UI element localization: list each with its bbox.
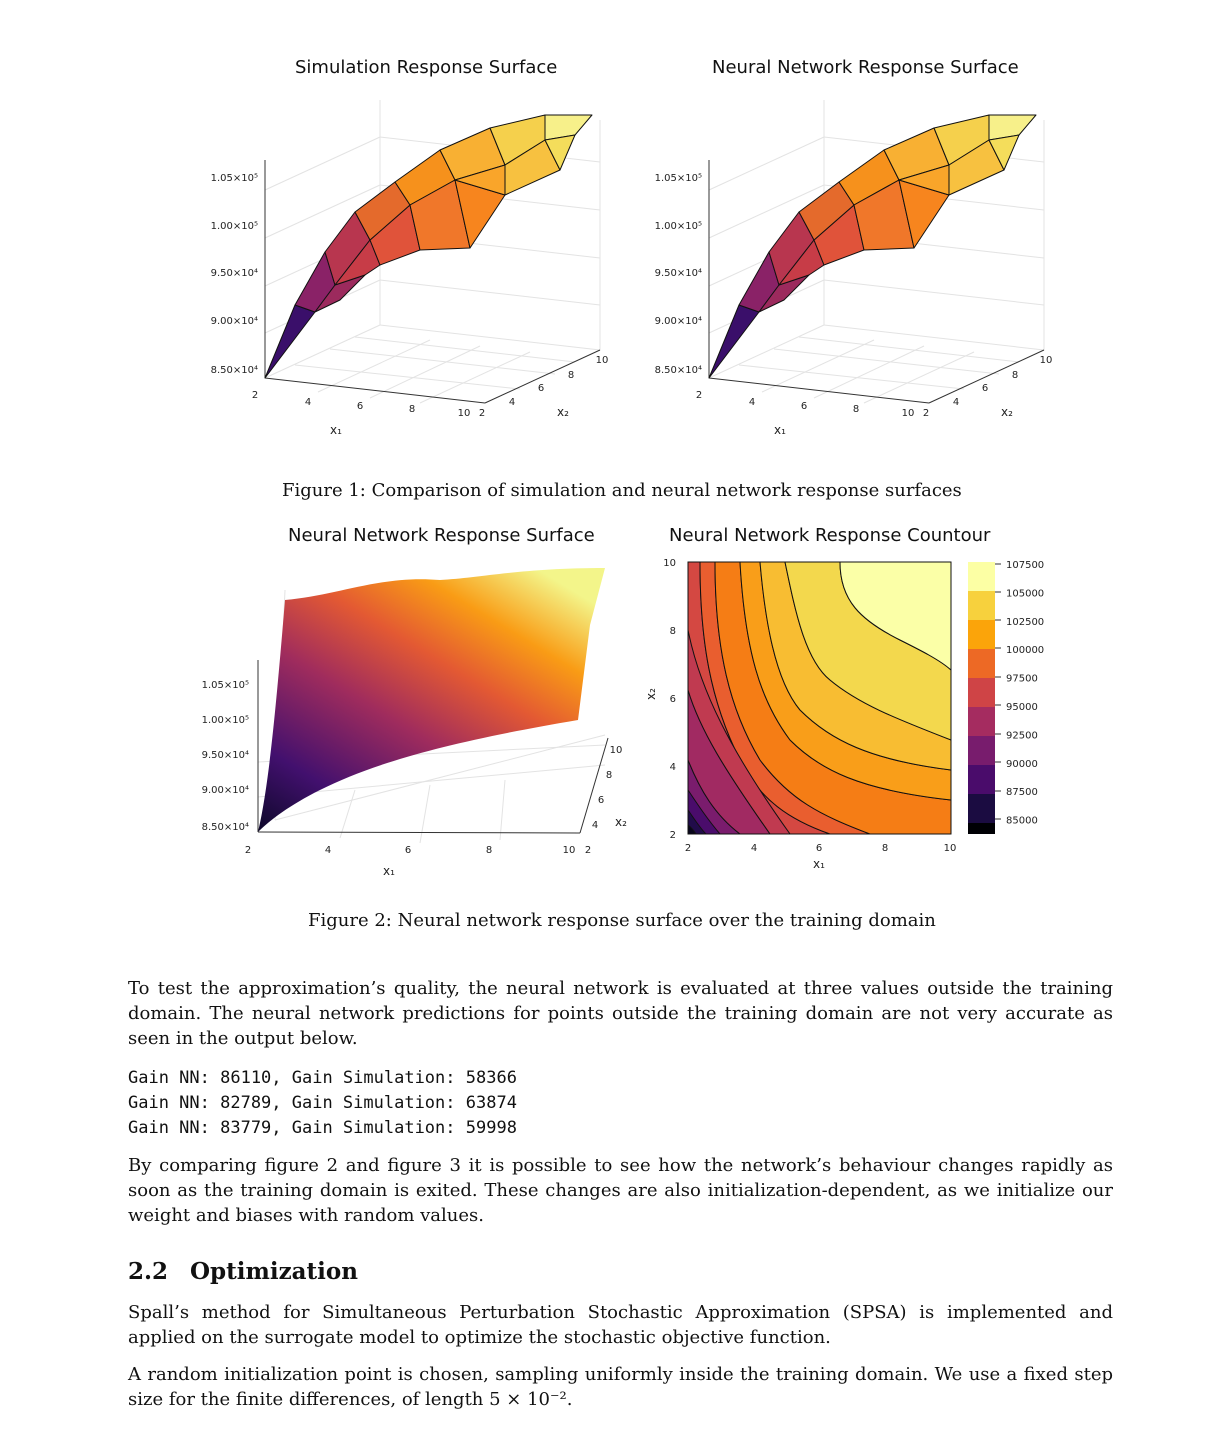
figures-canvas: 1.05×10⁵ 1.00×10⁵ 9.50×10⁴ 9.00×10⁴ 8.50…: [202, 100, 1053, 878]
svg-text:x₂: x₂: [615, 815, 627, 829]
colorbar-tick-label: 105000: [1006, 588, 1044, 599]
svg-text:8: 8: [486, 845, 492, 856]
fig1-left-title: Simulation Response Surface: [295, 57, 558, 78]
svg-text:1.05×10⁵: 1.05×10⁵: [211, 173, 258, 184]
fig2-right-title: Neural Network Response Countour: [669, 525, 991, 546]
svg-text:6: 6: [405, 845, 411, 856]
paragraph-spsa: Spall’s method for Simultaneous Perturba…: [128, 1302, 1113, 1348]
colorbar-tick-label: 87500: [1006, 787, 1038, 798]
fig2-left-title: Neural Network Response Surface: [288, 525, 595, 546]
section-number: 2.2: [128, 1258, 169, 1285]
svg-text:8.50×10⁴: 8.50×10⁴: [211, 365, 258, 376]
fig1-right-plot: 1.05×10⁵ 1.00×10⁵ 9.50×10⁴ 9.00×10⁴ 8.50…: [655, 100, 1053, 437]
svg-text:1.00×10⁵: 1.00×10⁵: [655, 221, 702, 232]
code-line-1: Gain NN: 86110, Gain Simulation: 58366: [128, 1068, 517, 1088]
svg-text:8: 8: [853, 404, 859, 415]
fig1-right-title: Neural Network Response Surface: [712, 57, 1019, 78]
svg-text:8.50×10⁴: 8.50×10⁴: [655, 365, 702, 376]
svg-text:4: 4: [592, 820, 598, 831]
svg-text:2: 2: [585, 845, 591, 856]
svg-text:6: 6: [670, 694, 676, 705]
colorbar-tick-label: 85000: [1006, 816, 1038, 827]
svg-text:8: 8: [1012, 370, 1018, 381]
svg-text:x₁: x₁: [813, 857, 825, 871]
svg-text:x₁: x₁: [330, 423, 342, 437]
svg-text:8: 8: [606, 770, 612, 781]
svg-text:9.00×10⁴: 9.00×10⁴: [211, 316, 258, 327]
svg-text:2: 2: [252, 390, 258, 401]
svg-text:6: 6: [598, 795, 604, 806]
code-line-2: Gain NN: 82789, Gain Simulation: 63874: [128, 1093, 517, 1113]
svg-text:8: 8: [670, 626, 676, 637]
svg-text:6: 6: [982, 383, 988, 394]
colorbar-tick-label: 95000: [1006, 702, 1038, 713]
svg-text:6: 6: [357, 401, 363, 412]
svg-text:10: 10: [902, 408, 915, 419]
svg-text:2: 2: [923, 408, 929, 419]
svg-text:4: 4: [509, 397, 515, 408]
colorbar-tick-label: 100000: [1006, 645, 1044, 656]
figure2-caption: Figure 2: Neural network response surfac…: [308, 910, 936, 931]
svg-text:x₂: x₂: [644, 688, 658, 700]
svg-text:9.00×10⁴: 9.00×10⁴: [202, 785, 249, 796]
svg-text:9.50×10⁴: 9.50×10⁴: [202, 750, 249, 761]
svg-text:2: 2: [685, 843, 691, 854]
svg-text:8: 8: [568, 370, 574, 381]
svg-text:x₂: x₂: [1001, 405, 1013, 419]
svg-text:4: 4: [749, 397, 755, 408]
svg-text:1.05×10⁵: 1.05×10⁵: [202, 680, 249, 691]
fig2-left-plot: 1.05×10⁵ 1.00×10⁵ 9.50×10⁴ 9.00×10⁴ 8.50…: [202, 568, 627, 878]
svg-text:2: 2: [696, 390, 702, 401]
svg-text:10: 10: [1040, 355, 1053, 366]
svg-text:x₂: x₂: [557, 405, 569, 419]
colorbar-tick-label: 102500: [1006, 617, 1044, 628]
section-heading: 2.2 Optimization: [128, 1258, 358, 1285]
svg-text:10: 10: [458, 408, 471, 419]
svg-text:4: 4: [670, 762, 676, 773]
colorbar-tick-label: 97500: [1006, 674, 1038, 685]
contour-colorbar: 107500 105000 102500 100000 97500 95000 92500 9…: [968, 560, 1044, 834]
section-title: Optimization: [190, 1258, 358, 1285]
svg-text:2: 2: [479, 408, 485, 419]
svg-text:10: 10: [944, 843, 957, 854]
svg-text:1.00×10⁵: 1.00×10⁵: [211, 221, 258, 232]
paragraph-initialization: A random initialization point is chosen,…: [128, 1364, 1113, 1410]
paragraph-comparison: By comparing figure 2 and figure 3 it is…: [128, 1155, 1113, 1226]
fig2-right-plot: 10 8 6 4 2 2 4 6 8 10 x₁ x₂: [644, 558, 956, 871]
colorbar-tick-label: 107500: [1006, 560, 1044, 571]
code-line-3: Gain NN: 83779, Gain Simulation: 59998: [128, 1118, 517, 1138]
svg-text:1.00×10⁵: 1.00×10⁵: [202, 715, 249, 726]
svg-text:6: 6: [816, 843, 822, 854]
svg-text:2: 2: [245, 845, 251, 856]
svg-text:4: 4: [751, 843, 757, 854]
svg-text:10: 10: [610, 745, 623, 756]
svg-text:10: 10: [563, 845, 576, 856]
colorbar-tick-label: 92500: [1006, 730, 1038, 741]
figure1-caption: Figure 1: Comparison of simulation and n…: [282, 480, 962, 501]
svg-text:9.50×10⁴: 9.50×10⁴: [655, 268, 702, 279]
svg-text:10: 10: [596, 355, 609, 366]
svg-text:x₁: x₁: [774, 423, 786, 437]
svg-text:10: 10: [663, 558, 676, 569]
svg-text:8: 8: [882, 843, 888, 854]
svg-text:9.50×10⁴: 9.50×10⁴: [211, 268, 258, 279]
svg-text:4: 4: [305, 397, 311, 408]
svg-text:x₁: x₁: [383, 864, 395, 878]
svg-text:2: 2: [670, 830, 676, 841]
svg-text:8: 8: [409, 404, 415, 415]
svg-text:4: 4: [325, 845, 331, 856]
paragraph-approximation: To test the approximation’s quality, the…: [128, 978, 1113, 1049]
colorbar-tick-label: 90000: [1006, 759, 1038, 770]
svg-text:9.00×10⁴: 9.00×10⁴: [655, 316, 702, 327]
svg-text:8.50×10⁴: 8.50×10⁴: [202, 822, 249, 833]
svg-text:4: 4: [953, 397, 959, 408]
fig1-left-plot: 1.05×10⁵ 1.00×10⁵ 9.50×10⁴ 9.00×10⁴ 8.50…: [211, 100, 609, 437]
svg-text:6: 6: [538, 383, 544, 394]
svg-text:1.05×10⁵: 1.05×10⁵: [655, 173, 702, 184]
svg-text:6: 6: [801, 401, 807, 412]
